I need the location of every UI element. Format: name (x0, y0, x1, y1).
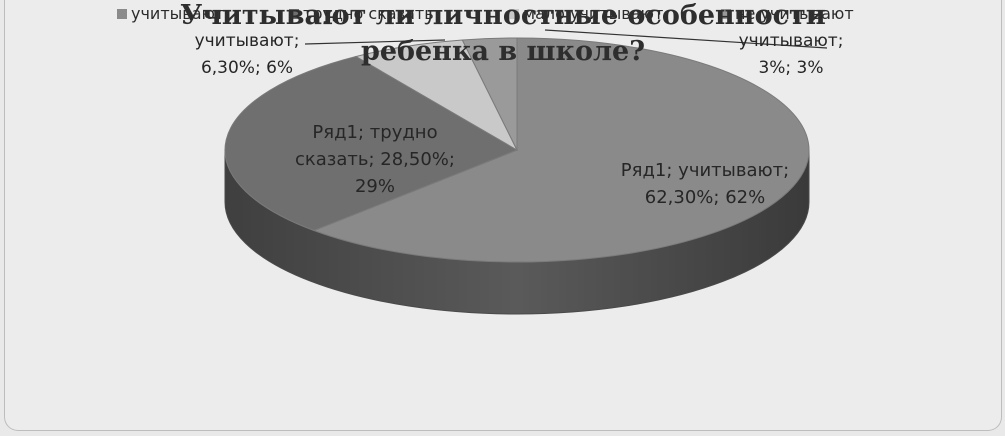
data-label-трудно-сказать-line-3: 29% (355, 176, 395, 197)
legend: учитывают трудно сказать мало учитывают не … (117, 4, 854, 23)
legend-label-трудно-сказать: трудно сказать (303, 4, 434, 23)
data-label-трудно-сказать-line-2: сказать; 28,50%; (295, 149, 455, 170)
data-label-мало-учитывают-line-2: 6,30%; 6% (201, 58, 293, 78)
title-line-1: Учитывают ли личностные особенности (180, 0, 826, 31)
data-label-мало-учитывают-line-1: учитывают; (195, 31, 300, 51)
data-label-не-учитывают-line-2: 3%; 3% (758, 58, 823, 78)
legend-swatch-мало-учитывают (509, 9, 519, 19)
legend-swatch-трудно-сказать (289, 9, 299, 19)
leader-line-не-учитывают (544, 29, 828, 49)
legend-label-учитывают: учитывают (131, 4, 224, 23)
pie-slice-учитывают (312, 37, 810, 263)
chart-frame: Ряд1; учитывают; 62,30%; 62% Ряд1; трудно с… (4, 0, 1002, 431)
pie-slice-трудно-сказать (224, 56, 519, 232)
title-line-2: ребенка в школе? (361, 36, 645, 67)
leader-line-мало-учитывают (304, 39, 446, 45)
legend-swatch-не-учитывают (721, 9, 731, 19)
pie-slices (224, 37, 810, 263)
data-label-трудно-сказать-line-1: Ряд1; трудно (312, 122, 437, 143)
chart-title: Учитывают ли личностные особенности ребе… (180, 0, 826, 67)
legend-swatch-учитывают (117, 9, 127, 19)
data-labels: Ряд1; учитывают; 62,30%; 62% Ряд1; трудно с… (195, 29, 844, 208)
data-label-учитывают-line-2: 62,30%; 62% (645, 187, 765, 208)
legend-label-мало-учитывают: мало учитывают (523, 4, 663, 23)
data-label-учитывают-line-1: Ряд1; учитывают; (621, 160, 789, 181)
pie-slice-мало-учитывают (354, 39, 519, 152)
pie-chart: Ряд1; учитывают; 62,30%; 62% Ряд1; трудно с… (117, 0, 854, 315)
pie-slice-не-учитывают (461, 37, 518, 151)
data-label-не-учитывают-line-1: учитывают; (739, 31, 844, 51)
legend-label-не-учитывают: не учитывают (735, 4, 854, 23)
